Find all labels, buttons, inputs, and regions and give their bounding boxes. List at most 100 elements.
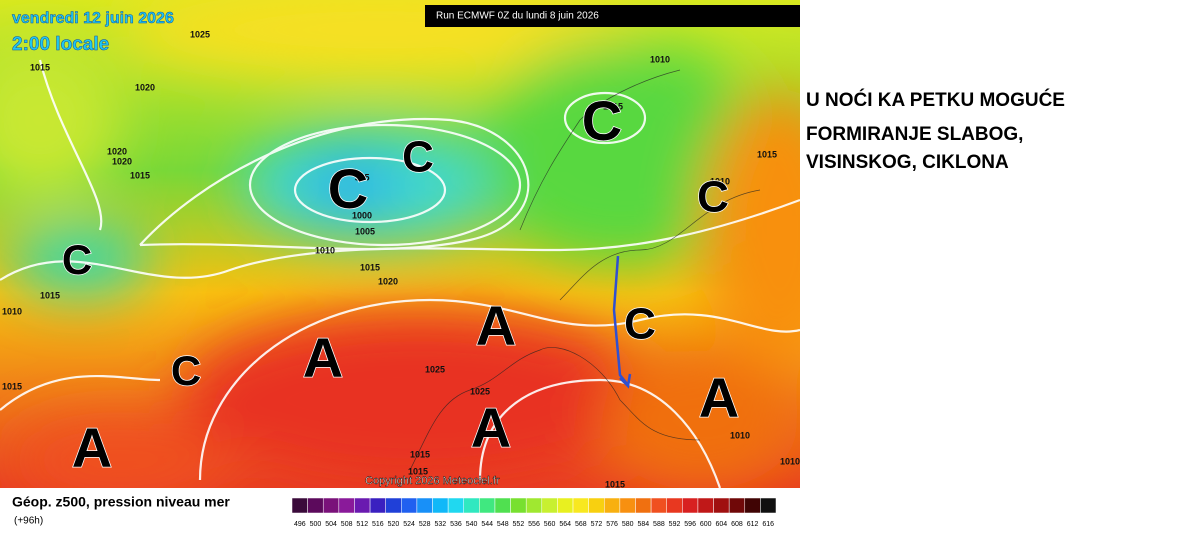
isobar-label: 1015 (757, 149, 777, 159)
legend-level: 604 (716, 521, 728, 528)
pressure-center: A (699, 366, 739, 429)
isobar-label: 1025 (190, 29, 210, 39)
pressure-center: C (328, 157, 368, 220)
legend-swatch (510, 497, 527, 514)
copyright: Copyright 2026 Meteociel.fr (365, 475, 500, 487)
isobar-label: 1015 (605, 479, 625, 489)
valid-date: vendredi 12 juin 2026 (12, 10, 174, 27)
isobar-label: 1015 (408, 466, 428, 476)
pressure-center: A (471, 396, 511, 459)
pressure-center: C (624, 300, 656, 349)
isobar-label: 1025 (470, 386, 490, 396)
legend-level: 564 (559, 521, 571, 528)
legend-level: 576 (606, 521, 618, 528)
legend-swatch (650, 497, 667, 514)
legend-level: 556 (528, 521, 540, 528)
isobar-label: 1020 (135, 82, 155, 92)
legend-swatch (541, 497, 558, 514)
legend-swatch (432, 497, 449, 514)
legend-level: 568 (575, 521, 587, 528)
pressure-center: C (697, 173, 729, 222)
legend-swatch (494, 497, 511, 514)
legend-level: 592 (669, 521, 681, 528)
isobar-label: 1010 (315, 245, 335, 255)
isobar-label: 1010 (780, 456, 800, 466)
legend-title: Géop. z500, pression niveau mer (12, 494, 230, 510)
legend-level: 552 (513, 521, 525, 528)
legend-level: 496 (294, 521, 306, 528)
legend-level: 524 (403, 521, 415, 528)
isobar-label: 1020 (112, 156, 132, 166)
note-line: FORMIRANJE SLABOG, (806, 124, 1024, 145)
isobar-label: 1020 (378, 276, 398, 286)
pressure-center: A (476, 294, 516, 357)
legend-swatch (635, 497, 652, 514)
legend-swatch (463, 497, 480, 514)
legend-swatch (307, 497, 324, 514)
legend-swatch (416, 497, 433, 514)
legend-swatch (525, 497, 543, 514)
pressure-center: A (72, 416, 112, 479)
legend-swatch (572, 497, 589, 514)
legend-swatch (760, 497, 777, 514)
legend-swatch (369, 497, 386, 514)
legend-level: 608 (731, 521, 743, 528)
legend-swatch (682, 497, 699, 514)
run-info: Run ECMWF 0Z du lundi 8 juin 2026 (436, 11, 599, 22)
pressure-center: C (402, 133, 434, 182)
note-line: U NOĆI KA PETKU MOGUĆE (806, 90, 1065, 111)
legend-level: 580 (622, 521, 634, 528)
isobar-label: 1010 (650, 54, 670, 64)
legend-level: 540 (466, 521, 478, 528)
legend-swatch (588, 497, 605, 514)
legend-swatch (447, 497, 464, 514)
isobar-label: 1020 (107, 146, 127, 156)
legend-level: 536 (450, 521, 462, 528)
legend-level: 548 (497, 521, 509, 528)
isobar-label: 1000 (352, 210, 372, 220)
legend-lead: (+96h) (14, 516, 43, 527)
legend-swatch (338, 497, 355, 514)
legend-level: 584 (637, 521, 649, 528)
legend-swatch (666, 497, 683, 514)
isobar-label: 1015 (603, 101, 623, 111)
legend-level: 528 (419, 521, 431, 528)
legend-swatch (401, 497, 418, 514)
isobar-label: 1010 (2, 306, 22, 316)
legend-swatch (728, 497, 746, 514)
isobar-label: 1015 (2, 381, 22, 391)
isobar-label: 1015 (410, 449, 430, 459)
isobar-label: 1015 (40, 290, 60, 300)
legend-level: 504 (325, 521, 337, 528)
legend-swatch (291, 497, 308, 514)
isobar-label: 1005 (355, 226, 375, 236)
legend-level: 544 (481, 521, 493, 528)
pressure-center: C (582, 89, 622, 152)
legend-swatch (322, 497, 340, 514)
legend-level: 612 (747, 521, 759, 528)
legend-level: 508 (341, 521, 353, 528)
pressure-center: C (171, 347, 201, 394)
legend-level: 600 (700, 521, 712, 528)
isobar-label: 1015 (130, 170, 150, 180)
map-field (0, 0, 800, 488)
legend-level: 532 (434, 521, 446, 528)
legend-swatch (697, 497, 714, 514)
isobar-label: 1015 (360, 262, 380, 272)
isobar-label: 995 (354, 172, 369, 182)
pressure-center: A (303, 326, 343, 389)
legend-level: 588 (653, 521, 665, 528)
legend-level: 520 (388, 521, 400, 528)
note-line: VISINSKOG, CIKLONA (806, 152, 1009, 173)
legend-level: 516 (372, 521, 384, 528)
pressure-center: C (62, 236, 92, 283)
legend-swatch (385, 497, 402, 514)
legend-swatch (713, 497, 730, 514)
isobar-label: 1015 (30, 62, 50, 72)
legend-level: 560 (544, 521, 556, 528)
legend-level: 512 (356, 521, 368, 528)
legend-swatch (744, 497, 761, 514)
isobar-label: 1010 (730, 430, 750, 440)
legend-level: 616 (762, 521, 774, 528)
